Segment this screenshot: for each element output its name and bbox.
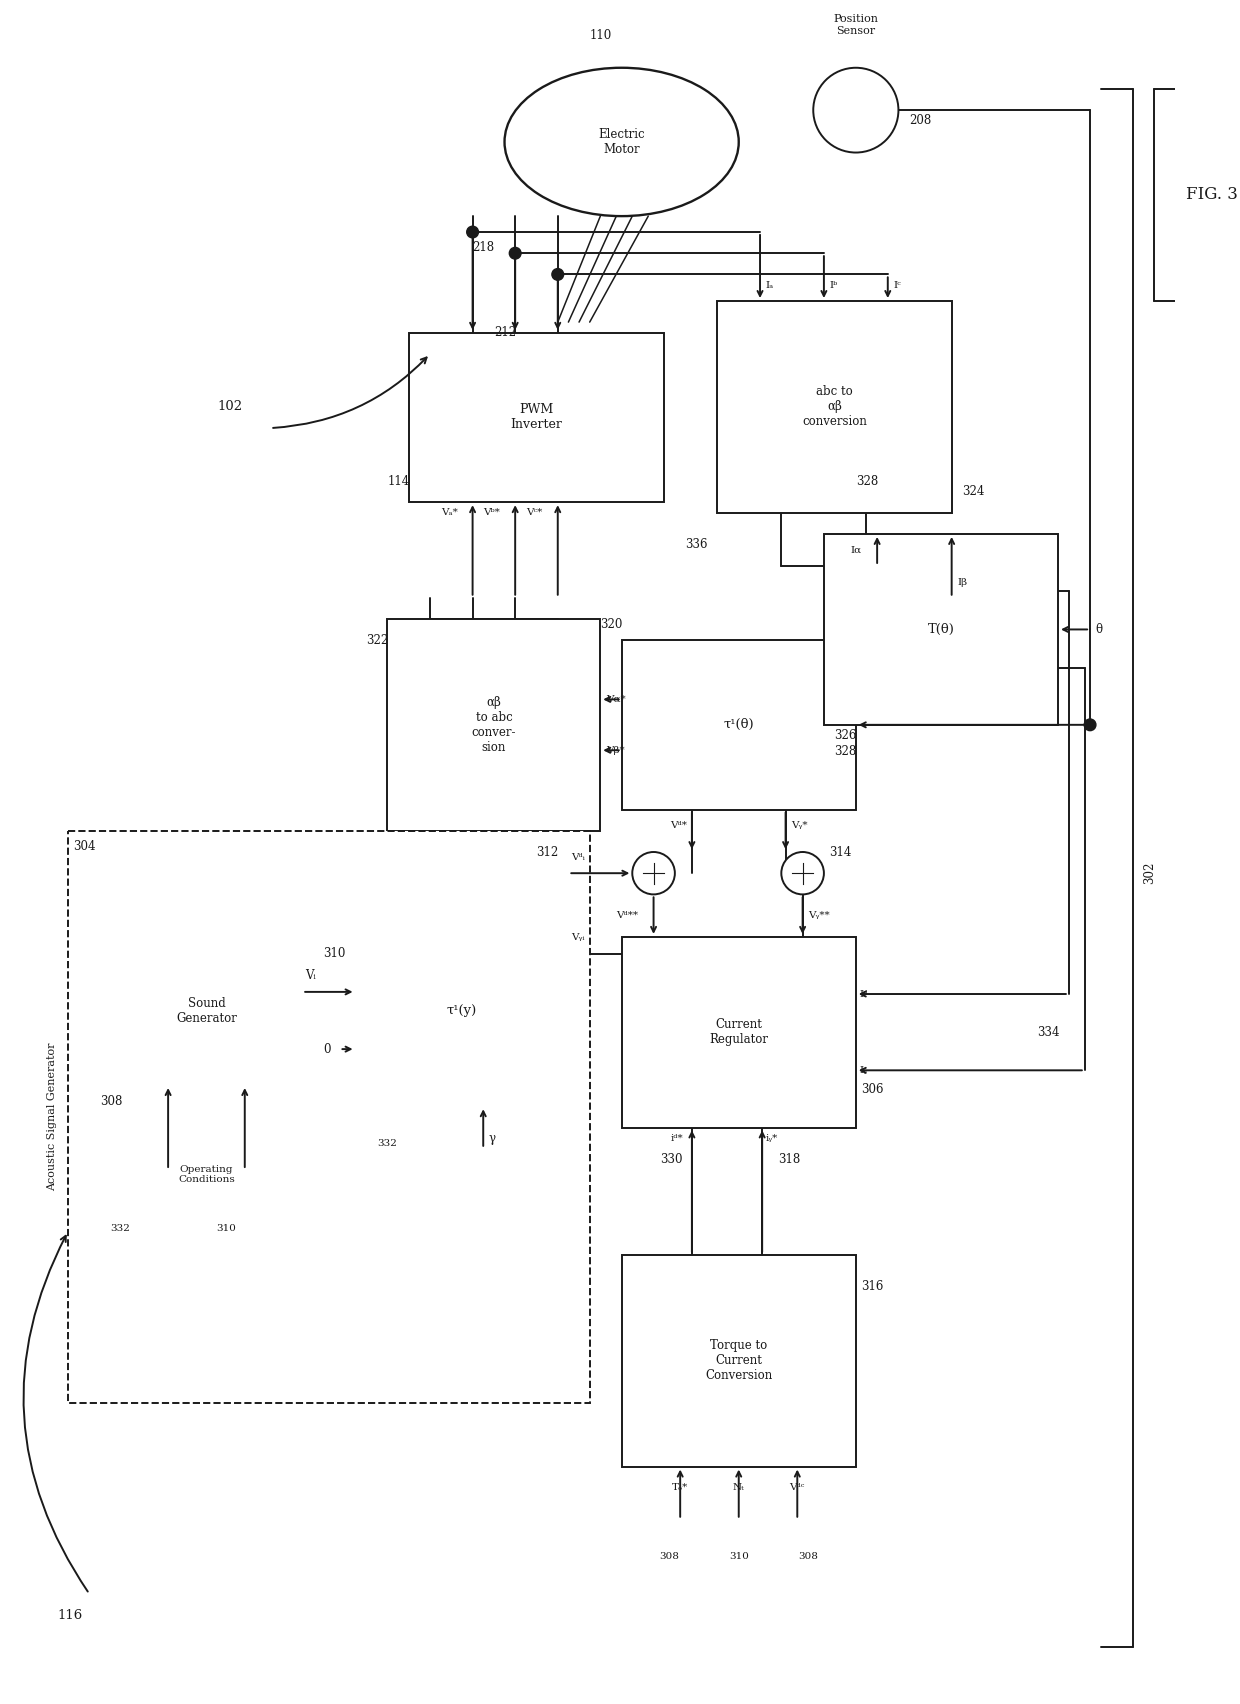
Text: 324: 324 <box>962 486 985 498</box>
Text: Vᵧᵢ: Vᵧᵢ <box>572 934 585 942</box>
Text: Vᵧ*: Vᵧ* <box>791 821 807 830</box>
Text: 110: 110 <box>589 29 611 43</box>
Bar <box>356 915 568 1106</box>
Text: 308: 308 <box>660 1552 680 1561</box>
Text: 304: 304 <box>73 840 95 854</box>
Ellipse shape <box>505 68 739 216</box>
Text: Sound
Generator: Sound Generator <box>176 997 237 1026</box>
Text: 212: 212 <box>494 325 516 339</box>
Text: τ¹(θ): τ¹(θ) <box>723 719 754 731</box>
Bar <box>621 937 856 1128</box>
Text: 308: 308 <box>799 1552 818 1561</box>
Text: Position
Sensor: Position Sensor <box>833 14 878 36</box>
Text: 326: 326 <box>835 729 857 741</box>
Bar <box>409 332 665 503</box>
Text: γ: γ <box>489 1131 496 1145</box>
Text: 332: 332 <box>377 1138 397 1148</box>
Text: 302: 302 <box>1143 862 1156 884</box>
Bar <box>621 641 856 809</box>
Text: 312: 312 <box>537 845 559 859</box>
Text: iᵧ*: iᵧ* <box>765 1133 777 1143</box>
Text: 332: 332 <box>110 1223 130 1232</box>
Text: 308: 308 <box>100 1094 123 1108</box>
Text: Iᵧ: Iᵧ <box>859 1065 867 1075</box>
Text: 310: 310 <box>216 1223 236 1232</box>
Circle shape <box>781 852 823 895</box>
Text: Vβ*: Vβ* <box>605 746 624 755</box>
Circle shape <box>813 68 899 153</box>
Text: Vᵈᶜ: Vᵈᶜ <box>790 1482 805 1491</box>
Text: Electric
Motor: Electric Motor <box>599 128 645 157</box>
Bar <box>621 1254 856 1467</box>
Text: 328: 328 <box>856 475 878 487</box>
Text: 316: 316 <box>861 1280 884 1293</box>
Text: 336: 336 <box>686 538 708 550</box>
Bar <box>68 832 590 1402</box>
Text: 310: 310 <box>324 947 346 961</box>
Text: 310: 310 <box>729 1552 749 1561</box>
Circle shape <box>632 852 675 895</box>
Text: Iᵇ: Iᵇ <box>830 281 837 290</box>
Text: 102: 102 <box>217 400 242 414</box>
Text: Current
Regulator: Current Regulator <box>709 1019 769 1046</box>
Text: abc to
αβ
conversion: abc to αβ conversion <box>802 385 867 428</box>
Text: PWM
Inverter: PWM Inverter <box>511 404 563 431</box>
Text: αβ
to abc
conver-
sion: αβ to abc conver- sion <box>471 695 516 753</box>
Text: Iᵈ: Iᵈ <box>859 990 868 999</box>
Text: 320: 320 <box>600 617 622 630</box>
Text: 330: 330 <box>660 1154 682 1166</box>
Bar <box>110 937 303 1085</box>
Text: θ: θ <box>1095 624 1102 636</box>
Text: Iβ: Iβ <box>957 578 967 588</box>
Text: 0: 0 <box>324 1043 331 1055</box>
Text: Nₜ: Nₜ <box>733 1482 744 1491</box>
Text: 208: 208 <box>909 114 931 128</box>
Text: Vᶜ*: Vᶜ* <box>526 508 542 518</box>
Text: Tₒ*: Tₒ* <box>672 1482 688 1491</box>
Text: Iα: Iα <box>851 547 862 556</box>
Circle shape <box>552 269 564 279</box>
Text: Vᵈ**: Vᵈ** <box>616 912 639 920</box>
Text: Iᶜ: Iᶜ <box>893 281 900 290</box>
Text: FIG. 3: FIG. 3 <box>1185 186 1238 203</box>
Text: Torque to
Current
Conversion: Torque to Current Conversion <box>706 1339 773 1382</box>
Text: 322: 322 <box>366 634 388 646</box>
Text: 116: 116 <box>57 1609 83 1622</box>
Text: 318: 318 <box>779 1154 800 1166</box>
Text: Vₐ*: Vₐ* <box>440 508 458 518</box>
Text: 334: 334 <box>1037 1026 1059 1039</box>
Bar <box>387 619 600 832</box>
Text: 306: 306 <box>861 1084 884 1096</box>
Text: 114: 114 <box>387 475 409 487</box>
Text: Vᵧ**: Vᵧ** <box>808 912 830 920</box>
Text: Vᵈ*: Vᵈ* <box>670 821 687 830</box>
Circle shape <box>1084 719 1096 731</box>
Text: Iₐ: Iₐ <box>765 281 774 290</box>
Text: 314: 314 <box>830 845 852 859</box>
Bar <box>718 302 951 513</box>
Text: Vᵈᵢ: Vᵈᵢ <box>572 852 585 862</box>
Text: Operating
Conditions: Operating Conditions <box>179 1164 234 1184</box>
Bar <box>823 533 1058 724</box>
Text: iᵈ*: iᵈ* <box>671 1133 683 1143</box>
Text: τ¹(y): τ¹(y) <box>446 1004 477 1017</box>
Text: Vᵢ: Vᵢ <box>305 970 316 983</box>
Text: 218: 218 <box>472 242 495 254</box>
Circle shape <box>510 247 521 259</box>
Text: T(θ): T(θ) <box>928 624 955 636</box>
Text: Vα*: Vα* <box>605 695 625 704</box>
Text: Vᵇ*: Vᵇ* <box>484 508 500 518</box>
Circle shape <box>466 227 479 239</box>
Text: Acoustic Signal Generator: Acoustic Signal Generator <box>47 1043 57 1191</box>
Text: 328: 328 <box>835 745 857 758</box>
